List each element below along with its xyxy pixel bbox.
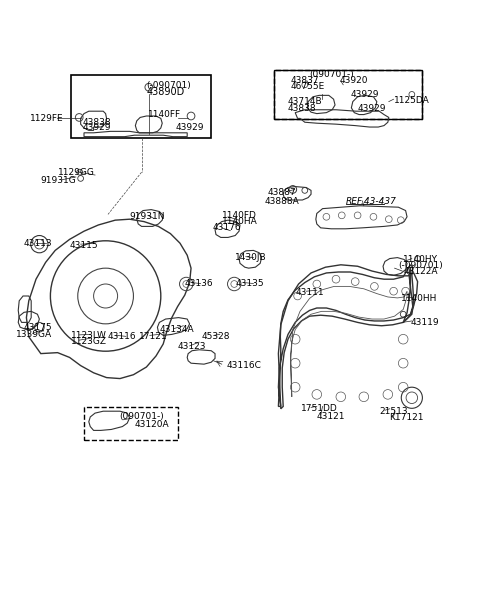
Text: 1140HH: 1140HH	[401, 294, 437, 303]
Text: 43119: 43119	[410, 318, 439, 327]
Text: 43714B: 43714B	[288, 97, 323, 106]
Text: 1140HA: 1140HA	[222, 217, 258, 226]
Text: 1430JB: 1430JB	[235, 253, 267, 262]
Text: 21513: 21513	[379, 407, 408, 416]
Text: 91931G: 91931G	[41, 176, 76, 185]
Text: 43116: 43116	[108, 332, 137, 342]
Text: 17121: 17121	[139, 332, 168, 342]
Text: K17121: K17121	[389, 413, 423, 423]
Text: 43134A: 43134A	[160, 325, 194, 334]
Text: 43111: 43111	[295, 288, 324, 297]
Text: 1751DD: 1751DD	[301, 404, 338, 413]
Text: 43116C: 43116C	[227, 361, 262, 369]
Text: 1123LW: 1123LW	[71, 331, 107, 340]
Text: 1140HY: 1140HY	[403, 255, 438, 263]
Text: 43176: 43176	[213, 223, 241, 232]
Text: 43887: 43887	[268, 188, 297, 197]
Bar	[274, 70, 422, 120]
Text: 43929: 43929	[358, 104, 386, 113]
Text: (090701-): (090701-)	[310, 70, 354, 79]
Text: (-090701): (-090701)	[146, 81, 191, 90]
Text: 43120A: 43120A	[134, 420, 169, 429]
Text: 1129FE: 1129FE	[30, 114, 64, 123]
Text: 43920: 43920	[340, 76, 368, 85]
Bar	[71, 75, 211, 137]
Text: 1125DA: 1125DA	[394, 96, 429, 105]
Text: 1140FD: 1140FD	[222, 211, 257, 220]
Text: 1129GG: 1129GG	[58, 168, 95, 176]
Text: 43888A: 43888A	[265, 197, 300, 207]
Text: 43123: 43123	[178, 342, 206, 352]
Text: 43929: 43929	[175, 123, 204, 131]
Text: 91931N: 91931N	[130, 212, 165, 221]
Bar	[274, 70, 422, 120]
Text: 1339GA: 1339GA	[16, 330, 52, 339]
Text: (-090701): (-090701)	[398, 261, 443, 271]
Text: 43122A: 43122A	[403, 268, 438, 276]
Bar	[84, 407, 178, 440]
Text: 1123GZ: 1123GZ	[71, 337, 107, 346]
Text: REF.43-437: REF.43-437	[346, 197, 396, 207]
Text: 45328: 45328	[202, 332, 230, 342]
Text: 43838: 43838	[288, 104, 317, 113]
Text: (090701-): (090701-)	[119, 413, 164, 422]
Text: 43929: 43929	[83, 124, 111, 133]
Text: 43890D: 43890D	[146, 87, 185, 97]
Text: 43838: 43838	[83, 118, 112, 127]
Text: 43136: 43136	[185, 279, 214, 288]
Text: 43135: 43135	[235, 279, 264, 288]
Text: 43837: 43837	[290, 76, 319, 85]
Text: 43175: 43175	[24, 323, 53, 332]
Text: 1140FF: 1140FF	[148, 110, 181, 119]
Text: 43113: 43113	[24, 239, 53, 247]
Text: 46755E: 46755E	[290, 82, 324, 91]
Text: 43929: 43929	[350, 90, 379, 99]
Text: 43121: 43121	[317, 413, 345, 422]
Text: 43115: 43115	[70, 241, 98, 250]
